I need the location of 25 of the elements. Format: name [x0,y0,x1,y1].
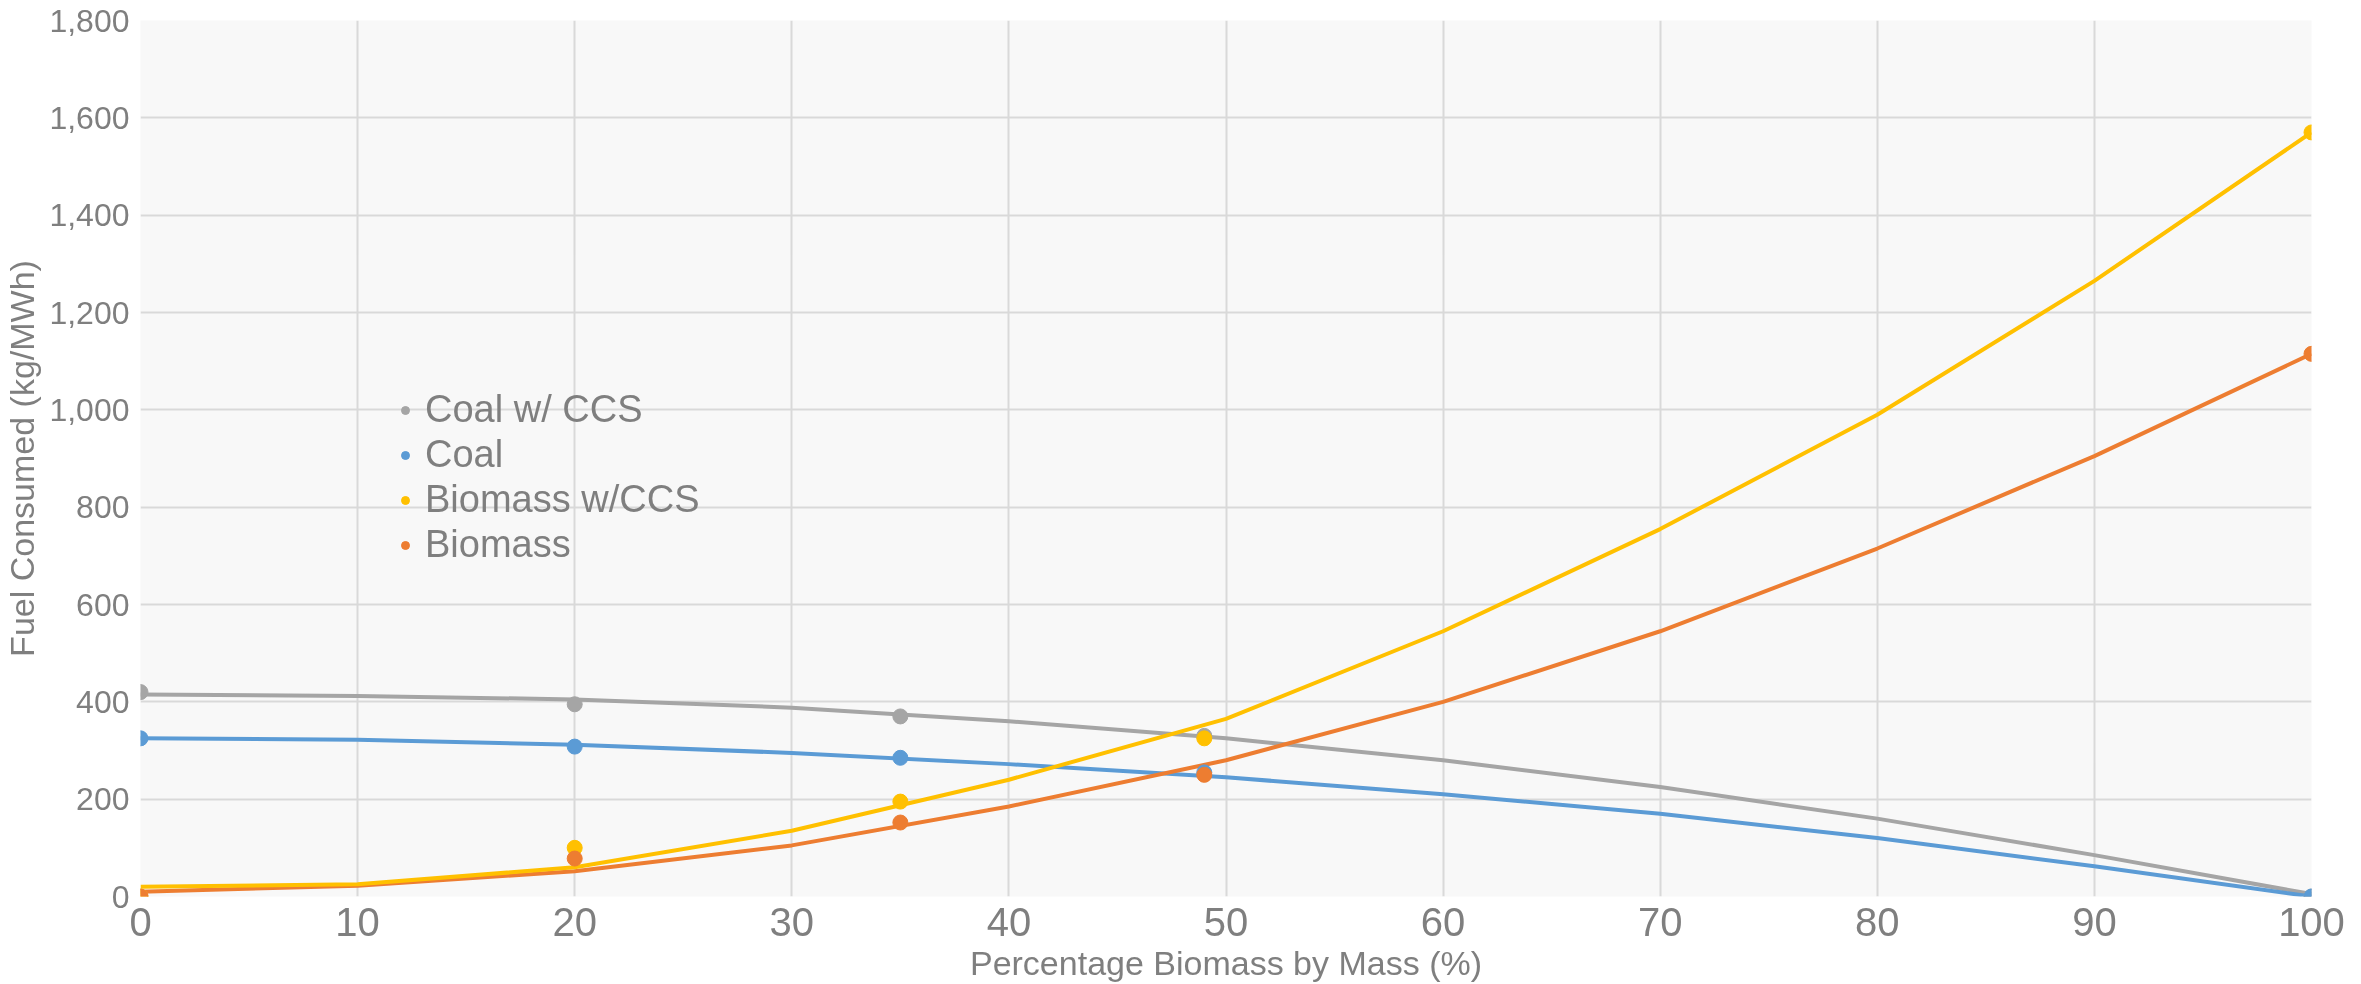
y-axis-title: Fuel Consumed (kg/MWh) [3,260,42,657]
x-tick-label: 80 [1855,899,1900,944]
x-axis-title: Percentage Biomass by Mass (%) [969,943,1483,982]
y-tick-label: 1,000 [49,391,130,428]
legend-label: Biomass w/CCS [425,478,700,521]
x-tick-label: 60 [1420,899,1466,944]
x-tick-label: 90 [2072,899,2117,944]
x-tick-label: 70 [1637,899,1683,944]
x-tick-label: 50 [1203,899,1249,944]
legend-label: Biomass [425,523,571,566]
x-tick-label: 20 [552,899,597,944]
y-tick-label: 600 [76,586,130,623]
y-tick-label: 1,800 [49,2,130,39]
legend-label: Coal w/ CCS [425,388,643,431]
y-tick-label: 400 [76,683,130,720]
legend-label: Coal [425,433,504,476]
y-tick-label: 800 [76,489,130,526]
y-tick-label: 1,600 [49,99,130,136]
x-tick-label: 40 [986,899,1032,944]
x-tick-label: 30 [769,899,815,944]
x-tick-label: 10 [335,899,380,944]
x-tick-label: 100 [2278,899,2345,944]
y-tick-label: 1,200 [49,294,130,331]
y-tick-label: 200 [76,781,130,818]
y-tick-label: 1,400 [49,197,130,234]
